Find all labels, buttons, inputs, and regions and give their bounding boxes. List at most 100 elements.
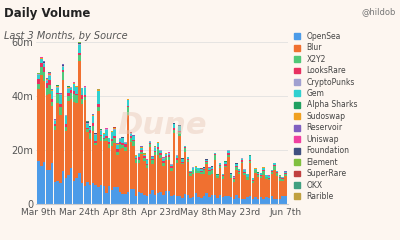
Bar <box>56 88 59 93</box>
Bar <box>51 90 54 91</box>
Bar <box>89 127 92 130</box>
Bar <box>124 147 127 151</box>
Bar <box>148 147 151 194</box>
Bar <box>124 151 127 193</box>
Bar <box>38 79 40 84</box>
Bar <box>138 160 140 163</box>
Bar <box>135 155 138 156</box>
Bar <box>281 196 284 204</box>
Bar <box>43 62 45 63</box>
Bar <box>186 157 189 159</box>
Bar <box>56 86 59 87</box>
Bar <box>254 169 257 170</box>
Bar <box>94 134 97 135</box>
Bar <box>222 176 224 179</box>
Bar <box>208 171 211 174</box>
Bar <box>108 138 110 142</box>
Bar <box>227 157 230 196</box>
Bar <box>151 160 154 164</box>
Bar <box>43 162 45 204</box>
Bar <box>254 173 257 197</box>
Bar <box>230 175 232 178</box>
Bar <box>111 132 113 139</box>
Bar <box>154 151 156 152</box>
Bar <box>206 164 208 193</box>
Bar <box>116 145 118 149</box>
Bar <box>284 176 286 197</box>
Bar <box>73 83 75 84</box>
Bar <box>238 174 240 198</box>
Bar <box>168 153 170 154</box>
Bar <box>230 197 232 204</box>
Bar <box>211 174 213 195</box>
Bar <box>235 170 238 195</box>
Bar <box>132 141 135 146</box>
Bar <box>189 176 192 198</box>
Bar <box>284 197 286 204</box>
Bar <box>40 57 43 58</box>
Bar <box>146 164 148 165</box>
Bar <box>56 103 59 181</box>
Bar <box>86 124 89 128</box>
Bar <box>140 154 143 193</box>
Bar <box>119 138 121 139</box>
Bar <box>97 111 100 187</box>
Bar <box>119 142 121 144</box>
Bar <box>165 153 167 154</box>
Bar <box>244 173 246 175</box>
Bar <box>260 179 262 197</box>
Bar <box>230 174 232 175</box>
Bar <box>78 54 80 61</box>
Bar <box>162 159 164 161</box>
Text: @hildob: @hildob <box>362 7 396 16</box>
Bar <box>232 178 235 179</box>
Bar <box>94 143 97 145</box>
Bar <box>227 153 230 155</box>
Bar <box>252 180 254 181</box>
Bar <box>89 139 92 185</box>
Bar <box>92 115 94 116</box>
Bar <box>203 169 205 170</box>
Bar <box>59 104 62 107</box>
Bar <box>162 161 164 163</box>
Bar <box>162 167 164 195</box>
Bar <box>105 141 108 192</box>
Bar <box>48 80 51 85</box>
Bar <box>165 157 167 160</box>
Bar <box>270 171 273 172</box>
Bar <box>56 85 59 86</box>
Bar <box>143 195 146 204</box>
Bar <box>246 177 248 180</box>
Bar <box>273 170 276 199</box>
Bar <box>181 163 184 164</box>
Bar <box>192 197 194 204</box>
Bar <box>130 133 132 134</box>
Bar <box>154 195 156 204</box>
Bar <box>224 167 227 196</box>
Bar <box>122 143 124 145</box>
Bar <box>219 165 222 166</box>
Bar <box>73 82 75 83</box>
Bar <box>62 65 64 66</box>
Bar <box>70 92 72 99</box>
Bar <box>146 196 148 204</box>
Bar <box>227 155 230 157</box>
Bar <box>130 136 132 138</box>
Bar <box>43 63 45 64</box>
Bar <box>192 170 194 174</box>
Bar <box>284 174 286 176</box>
Bar <box>130 138 132 142</box>
Bar <box>64 124 67 127</box>
Bar <box>94 185 97 204</box>
Bar <box>132 136 135 140</box>
Bar <box>195 169 197 173</box>
Bar <box>76 102 78 178</box>
Bar <box>224 164 227 166</box>
Bar <box>119 192 121 204</box>
Bar <box>249 197 251 204</box>
Bar <box>235 168 238 170</box>
Bar <box>48 85 51 94</box>
Bar <box>208 168 211 170</box>
Bar <box>46 88 48 95</box>
Bar <box>178 132 181 136</box>
